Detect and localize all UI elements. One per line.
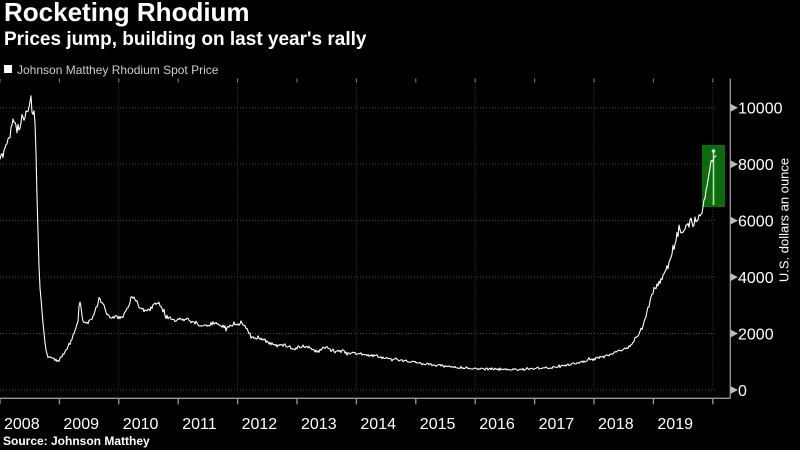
svg-text:10000: 10000	[738, 101, 783, 118]
svg-text:2017: 2017	[539, 416, 575, 433]
svg-text:2009: 2009	[63, 416, 99, 433]
svg-text:8000: 8000	[738, 157, 774, 174]
svg-text:2018: 2018	[598, 416, 634, 433]
svg-text:2012: 2012	[242, 416, 278, 433]
svg-text:2011: 2011	[182, 416, 217, 433]
svg-text:2014: 2014	[360, 416, 396, 433]
svg-text:0: 0	[738, 383, 747, 400]
svg-text:4000: 4000	[738, 270, 774, 287]
svg-text:2019: 2019	[657, 416, 693, 433]
svg-text:2000: 2000	[738, 327, 774, 344]
svg-text:2013: 2013	[301, 416, 337, 433]
svg-text:2015: 2015	[420, 416, 456, 433]
svg-text:2010: 2010	[123, 416, 159, 433]
svg-text:2016: 2016	[479, 416, 515, 433]
svg-text:2008: 2008	[4, 416, 40, 433]
svg-text:6000: 6000	[738, 214, 774, 231]
